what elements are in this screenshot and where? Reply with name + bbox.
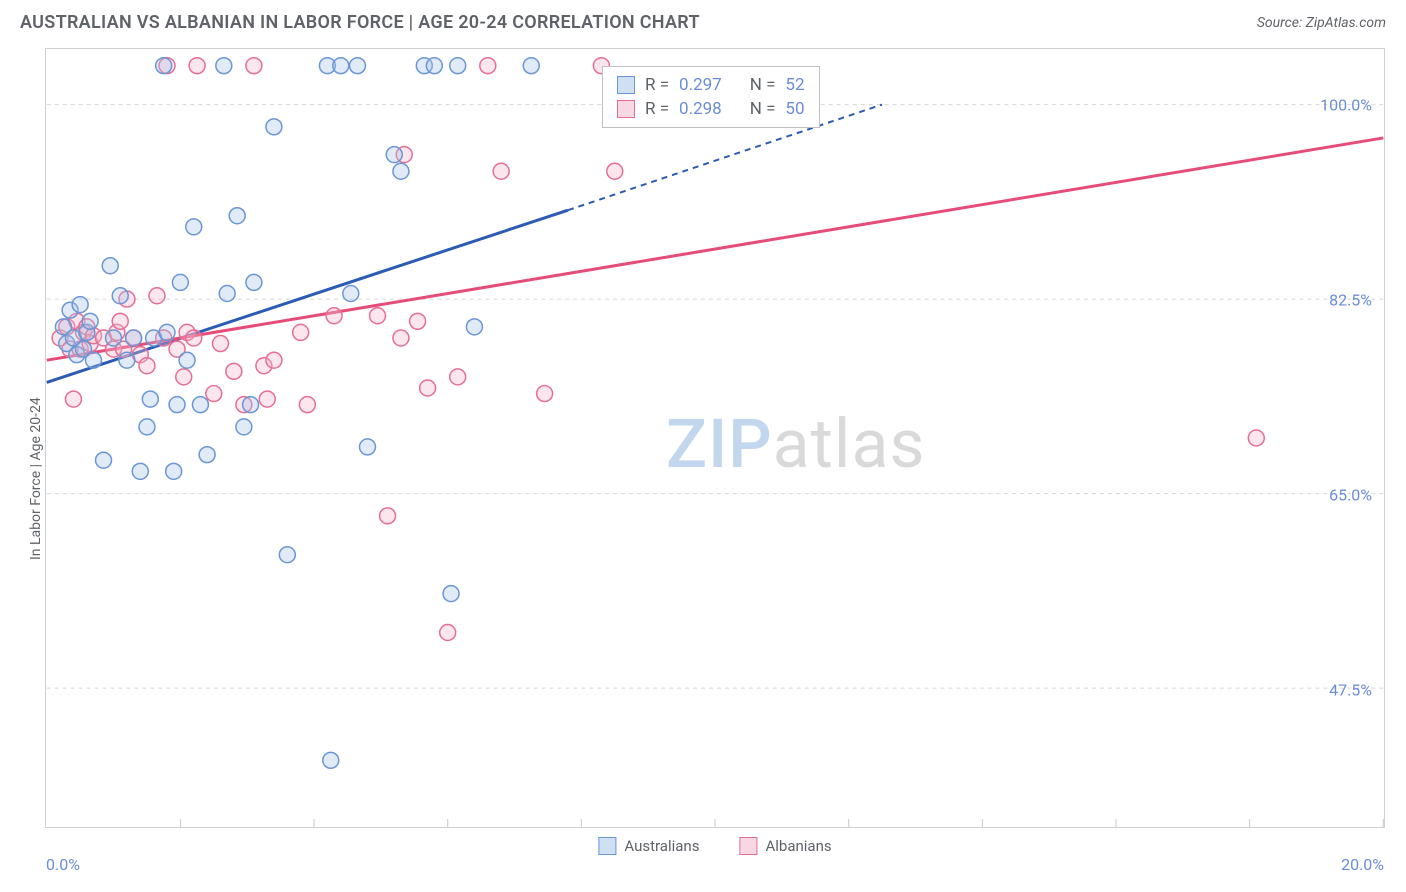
y-tick-label: 100.0%	[1320, 95, 1372, 114]
y-tick-label: 65.0%	[1329, 485, 1372, 504]
x-max-label: 20.0%	[1341, 855, 1384, 874]
r-value-australians: 0.297	[679, 75, 722, 95]
chart-svg	[46, 49, 1384, 827]
legend-swatch-australians-icon	[598, 837, 616, 855]
legend-label-albanians: Albanians	[765, 837, 831, 855]
chart-header: AUSTRALIAN VS ALBANIAN IN LABOR FORCE | …	[0, 0, 1406, 43]
correlation-row-australians: R = 0.297 N = 52	[617, 73, 805, 97]
swatch-albanians-icon	[617, 100, 635, 118]
legend-item-australians: Australians	[598, 837, 699, 855]
n-label: N =	[750, 99, 776, 119]
n-label: N =	[750, 75, 776, 95]
chart-title: AUSTRALIAN VS ALBANIAN IN LABOR FORCE | …	[20, 12, 700, 33]
legend-swatch-albanians-icon	[739, 837, 757, 855]
source-attribution: Source: ZipAtlas.com	[1257, 15, 1386, 31]
r-label: R =	[645, 75, 669, 95]
r-value-albanians: 0.298	[679, 99, 722, 119]
x-min-label: 0.0%	[46, 855, 80, 874]
y-tick-label: 47.5%	[1329, 680, 1372, 699]
scatter-chart: ZIPatlas R = 0.297 N = 52 R = 0.298 N = …	[45, 48, 1385, 828]
legend-label-australians: Australians	[624, 837, 699, 855]
correlation-legend: R = 0.297 N = 52 R = 0.298 N = 50	[602, 66, 820, 128]
n-value-albanians: 50	[785, 99, 804, 119]
swatch-australians-icon	[617, 76, 635, 94]
legend-item-albanians: Albanians	[739, 837, 831, 855]
y-axis-label: In Labor Force | Age 20-24	[28, 397, 44, 560]
y-tick-label: 82.5%	[1329, 290, 1372, 309]
series-legend: Australians Albanians	[598, 837, 831, 855]
r-label: R =	[645, 99, 669, 119]
n-value-australians: 52	[785, 75, 804, 95]
correlation-row-albanians: R = 0.298 N = 50	[617, 97, 805, 121]
